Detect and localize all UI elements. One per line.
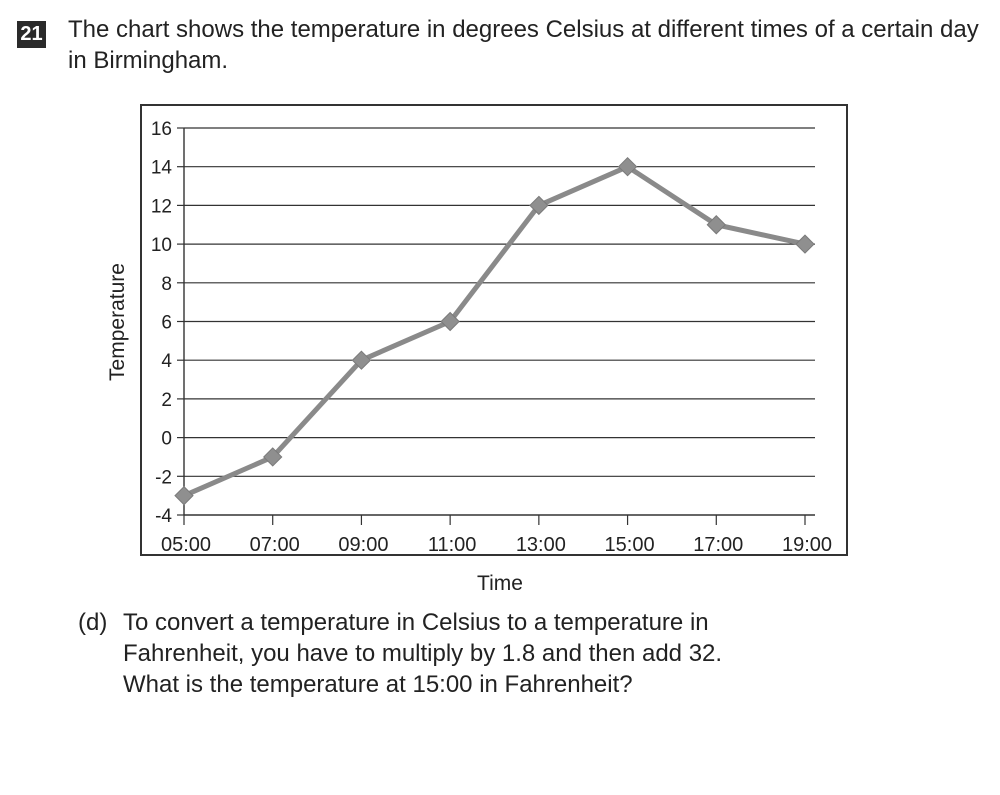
- temperature-line-chart: 16 14 12 10 8 6 4 2 0 -2 -4 05:00 07:00 09:00 11:00 13:…: [106, 119, 832, 595]
- data-point-marker: [617, 156, 638, 177]
- y-tick-label: 12: [151, 196, 172, 217]
- x-tick-label: 05:00: [161, 534, 211, 556]
- y-tick-label: -2: [155, 467, 172, 488]
- y-tick-label: -4: [155, 506, 172, 527]
- data-point-marker: [174, 485, 194, 506]
- data-point-marker: [529, 195, 549, 216]
- y-tick-label: 6: [161, 313, 172, 334]
- x-tick-label: 17:00: [693, 534, 743, 556]
- data-point-marker: [351, 350, 372, 370]
- data-point-marker: [263, 447, 283, 467]
- question-number-badge: 21: [17, 21, 46, 48]
- part-d-label: (d): [78, 609, 108, 636]
- question-text: The chart shows the temperature in degre…: [68, 16, 979, 74]
- y-tick-label: 16: [151, 119, 172, 140]
- x-tick-label: 09:00: [338, 534, 388, 556]
- x-tick-label: 15:00: [605, 534, 655, 556]
- part-d-text: To convert a temperature in Celsius to a…: [123, 607, 823, 700]
- x-tick-label: 13:00: [516, 534, 566, 556]
- y-tick-label: 14: [151, 158, 173, 179]
- part-d-line-3: What is the temperature at 15:00 in Fahr…: [123, 671, 633, 698]
- y-tick-label: 10: [151, 235, 172, 256]
- chart-frame: [140, 104, 848, 556]
- x-tick-label: 07:00: [250, 534, 300, 556]
- data-point-marker: [706, 215, 726, 235]
- part-d-line-2: Fahrenheit, you have to multiply by 1.8 …: [123, 640, 723, 667]
- y-tick-label: 8: [161, 274, 172, 295]
- data-point-marker: [440, 311, 460, 332]
- series-line: [181, 164, 808, 499]
- x-axis-title: Time: [477, 572, 523, 595]
- data-point-marker: [795, 234, 815, 254]
- x-tick-label: 19:00: [782, 534, 832, 556]
- y-tick-label: 0: [161, 429, 172, 450]
- y-tick-label: 2: [161, 390, 172, 411]
- y-axis-title: Temperature: [106, 263, 129, 381]
- x-tick-label: 11:00: [428, 534, 477, 556]
- part-d-line-1: To convert a temperature in Celsius to a…: [123, 609, 709, 636]
- y-tick-label: 4: [161, 351, 172, 372]
